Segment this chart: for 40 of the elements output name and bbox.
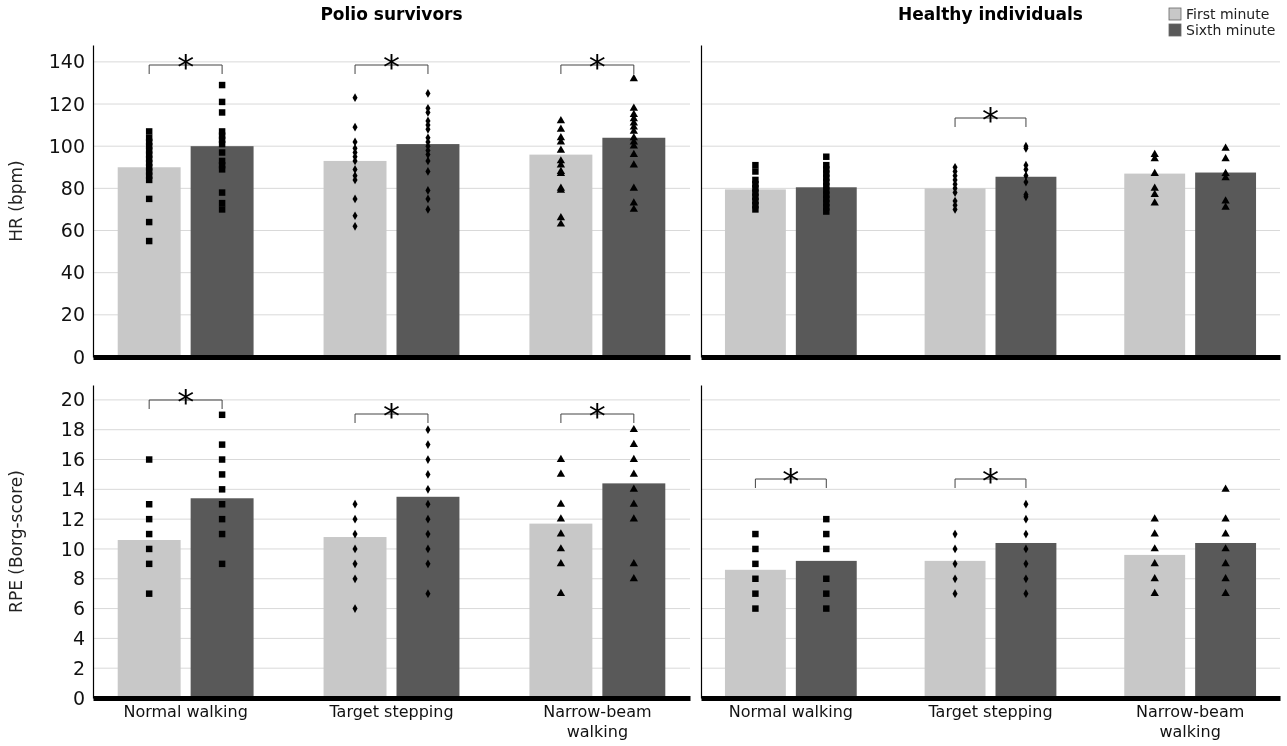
y-tick-label: 0 — [72, 686, 85, 709]
x-tick-label: Narrow-beam walking — [543, 702, 652, 741]
y-tick-label: 80 — [60, 176, 85, 199]
y-tick-label: 14 — [60, 477, 85, 500]
annotation: * — [982, 100, 999, 140]
y-tick-label: 120 — [48, 92, 85, 115]
annotation: * — [383, 47, 400, 87]
annotation: * — [383, 396, 400, 436]
y-tick-label: 100 — [48, 134, 85, 157]
chart-title: Healthy individuals — [898, 4, 1083, 24]
legend-label: First minute — [1186, 6, 1270, 22]
y-tick-label: 8 — [72, 567, 85, 590]
y-axis-title: RPE (Borg-score) — [6, 470, 26, 613]
y-tick-label: 4 — [72, 626, 85, 649]
y-tick-label: 140 — [48, 50, 85, 73]
y-tick-label: 40 — [60, 261, 85, 284]
x-tick-label: Normal walking — [728, 702, 854, 722]
y-axis-title: HR (bpm) — [6, 160, 26, 242]
annotation: * — [782, 461, 800, 501]
y-tick-label: 16 — [60, 448, 85, 471]
y-tick-label: 0 — [72, 345, 85, 368]
x-tick-label: Normal walking — [123, 702, 248, 722]
y-tick-label: 20 — [60, 303, 85, 326]
annotation: * — [982, 461, 999, 501]
annotation: * — [588, 396, 606, 436]
annotation: * — [177, 47, 195, 87]
y-tick-label: 6 — [72, 597, 85, 620]
legend-label: Sixth minute — [1186, 22, 1276, 38]
y-tick-label: 60 — [60, 219, 85, 242]
y-tick-label: 18 — [60, 418, 85, 441]
chart-title: Polio survivors — [320, 4, 463, 24]
annotation: * — [177, 382, 195, 422]
x-tick-label: Target stepping — [328, 702, 454, 722]
y-tick-label: 12 — [60, 507, 85, 530]
annotation: * — [588, 47, 606, 87]
x-tick-label: Narrow-beam walking — [1135, 702, 1245, 741]
x-tick-label: Target stepping — [927, 702, 1053, 722]
y-tick-label: 10 — [60, 537, 85, 560]
y-tick-label: 2 — [72, 656, 85, 679]
y-tick-label: 20 — [60, 388, 85, 411]
